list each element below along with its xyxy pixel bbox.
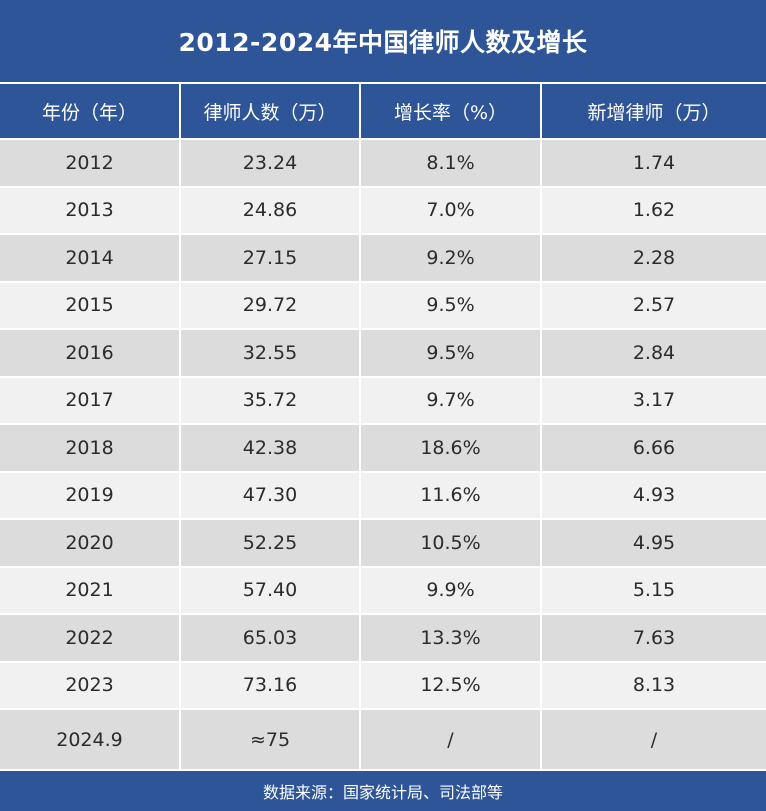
table-row: 2019 47.30 11.6% 4.93 bbox=[0, 471, 766, 520]
cell-lawyer-count: 23.24 bbox=[180, 139, 361, 188]
cell-growth-rate: 12.5% bbox=[360, 661, 542, 710]
cell-growth-rate: 9.7% bbox=[360, 376, 542, 425]
source-note: 数据来源：国家统计局、司法部等 bbox=[0, 771, 766, 811]
table-body: 2012 23.24 8.1% 1.74 2013 24.86 7.0% 1.62 2014 27… bbox=[0, 139, 766, 771]
cell-lawyer-count: 52.25 bbox=[180, 519, 361, 568]
table-title: 2012-2024年中国律师人数及增长 bbox=[0, 0, 766, 84]
cell-lawyer-count: 29.72 bbox=[180, 281, 361, 330]
cell-year: 2017 bbox=[0, 376, 181, 425]
table-row: 2015 29.72 9.5% 2.57 bbox=[0, 281, 766, 330]
cell-new-lawyers: 4.93 bbox=[541, 471, 766, 520]
cell-year: 2022 bbox=[0, 614, 181, 663]
cell-growth-rate: 10.5% bbox=[360, 519, 542, 568]
cell-new-lawyers: 1.74 bbox=[541, 139, 766, 188]
cell-growth-rate: 9.9% bbox=[360, 566, 542, 615]
cell-new-lawyers: 2.84 bbox=[541, 329, 766, 378]
cell-lawyer-count: 24.86 bbox=[180, 186, 361, 235]
cell-year: 2018 bbox=[0, 424, 181, 473]
cell-new-lawyers: 2.57 bbox=[541, 281, 766, 330]
column-header-growth-rate: 增长率（%） bbox=[360, 84, 542, 140]
table-header: 年份（年） 律师人数（万） 增长率（%） 新增律师（万） bbox=[0, 84, 766, 140]
cell-year: 2021 bbox=[0, 566, 181, 615]
cell-year: 2015 bbox=[0, 281, 181, 330]
cell-growth-rate: 18.6% bbox=[360, 424, 542, 473]
table-row: 2016 32.55 9.5% 2.84 bbox=[0, 329, 766, 378]
cell-lawyer-count: 42.38 bbox=[180, 424, 361, 473]
cell-year: 2013 bbox=[0, 186, 181, 235]
cell-lawyer-count: 73.16 bbox=[180, 661, 361, 710]
cell-new-lawyers: 8.13 bbox=[541, 661, 766, 710]
cell-year: 2020 bbox=[0, 519, 181, 568]
table-row: 2018 42.38 18.6% 6.66 bbox=[0, 424, 766, 473]
table-row: 2023 73.16 12.5% 8.13 bbox=[0, 661, 766, 710]
table-row: 2024.9 ≈75// bbox=[0, 709, 766, 771]
cell-growth-rate: 13.3% bbox=[360, 614, 542, 663]
cell-growth-rate: 9.5% bbox=[360, 281, 542, 330]
cell-lawyer-count: 32.55 bbox=[180, 329, 361, 378]
cell-growth-rate: / bbox=[360, 709, 542, 771]
table-row: 2020 52.25 10.5% 4.95 bbox=[0, 519, 766, 568]
header-row: 年份（年） 律师人数（万） 增长率（%） 新增律师（万） bbox=[0, 84, 766, 140]
cell-new-lawyers: 1.62 bbox=[541, 186, 766, 235]
cell-growth-rate: 9.5% bbox=[360, 329, 542, 378]
cell-lawyer-count: 57.40 bbox=[180, 566, 361, 615]
column-header-new-lawyers: 新增律师（万） bbox=[541, 84, 766, 140]
cell-growth-rate: 8.1% bbox=[360, 139, 542, 188]
cell-new-lawyers: 7.63 bbox=[541, 614, 766, 663]
column-header-year: 年份（年） bbox=[0, 84, 181, 140]
cell-new-lawyers: 5.15 bbox=[541, 566, 766, 615]
cell-growth-rate: 9.2% bbox=[360, 234, 542, 283]
cell-new-lawyers: / bbox=[541, 709, 766, 771]
table-row: 2014 27.15 9.2% 2.28 bbox=[0, 234, 766, 283]
cell-year: 2014 bbox=[0, 234, 181, 283]
table-row: 2017 35.72 9.7% 3.17 bbox=[0, 376, 766, 425]
table-row: 2013 24.86 7.0% 1.62 bbox=[0, 186, 766, 235]
cell-year: 2023 bbox=[0, 661, 181, 710]
cell-growth-rate: 11.6% bbox=[360, 471, 542, 520]
cell-lawyer-count: 35.72 bbox=[180, 376, 361, 425]
cell-lawyer-count: 27.15 bbox=[180, 234, 361, 283]
cell-new-lawyers: 3.17 bbox=[541, 376, 766, 425]
column-header-lawyer-count: 律师人数（万） bbox=[180, 84, 361, 140]
cell-year: 2024.9 bbox=[0, 709, 181, 771]
cell-lawyer-count: 65.03 bbox=[180, 614, 361, 663]
table-row: 2012 23.24 8.1% 1.74 bbox=[0, 139, 766, 188]
table-row: 2022 65.03 13.3% 7.63 bbox=[0, 614, 766, 663]
lawyer-stats-table: 年份（年） 律师人数（万） 增长率（%） 新增律师（万） 2012 23.24 8.… bbox=[0, 84, 766, 771]
cell-growth-rate: 7.0% bbox=[360, 186, 542, 235]
cell-year: 2012 bbox=[0, 139, 181, 188]
cell-year: 2016 bbox=[0, 329, 181, 378]
cell-lawyer-count: 47.30 bbox=[180, 471, 361, 520]
cell-new-lawyers: 4.95 bbox=[541, 519, 766, 568]
table-row: 2021 57.40 9.9% 5.15 bbox=[0, 566, 766, 615]
cell-year: 2019 bbox=[0, 471, 181, 520]
cell-lawyer-count: ≈75 bbox=[180, 709, 361, 771]
cell-new-lawyers: 2.28 bbox=[541, 234, 766, 283]
cell-new-lawyers: 6.66 bbox=[541, 424, 766, 473]
